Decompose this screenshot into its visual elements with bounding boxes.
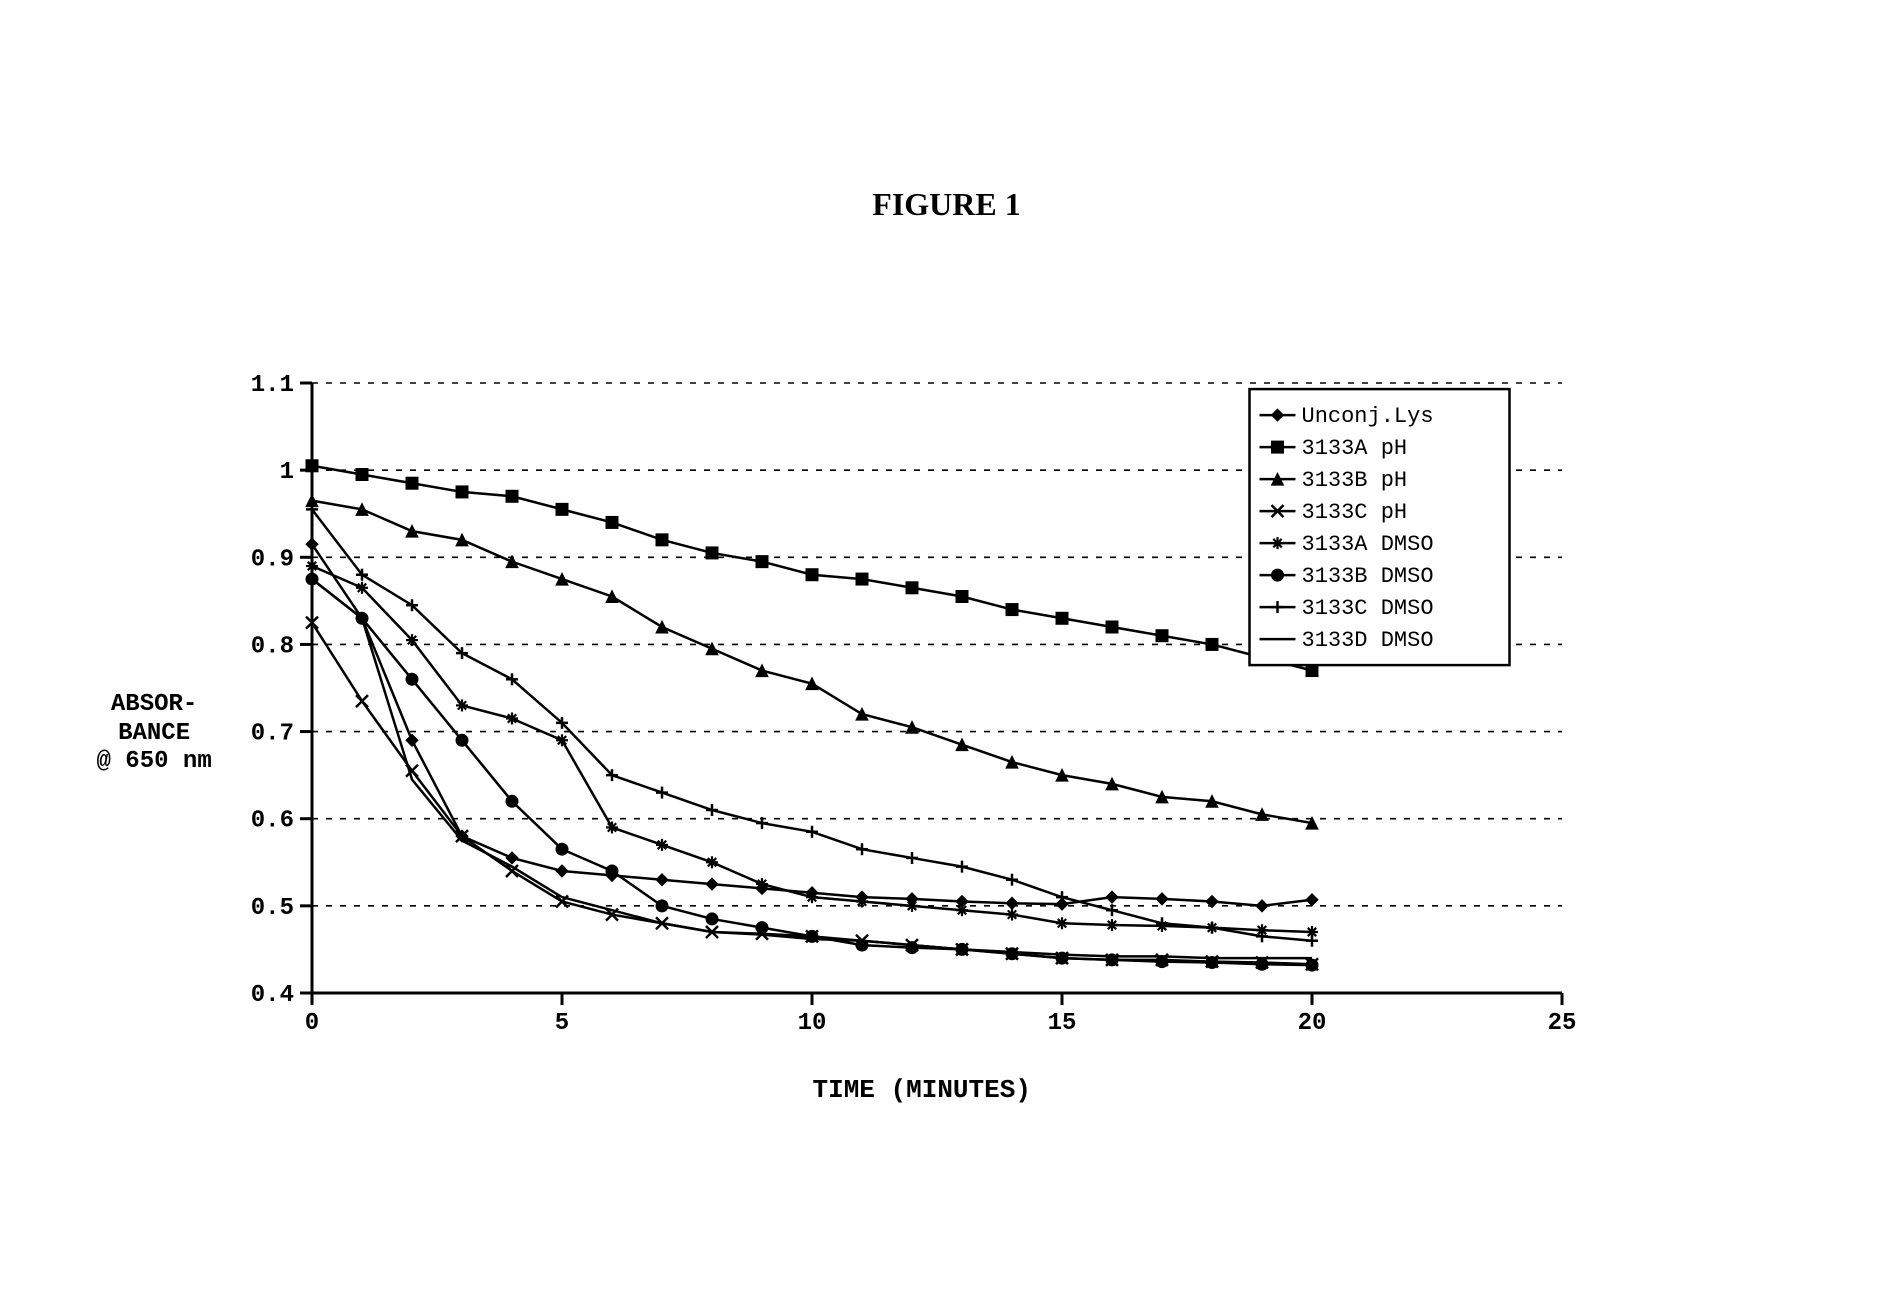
svg-text:0: 0 — [305, 1010, 319, 1037]
chart-row: ABSOR- BANCE @ 650 nm 0.4 0.5 0.6 0.7 0.8 0.9… — [97, 363, 1797, 1105]
svg-text:10: 10 — [797, 1010, 826, 1037]
svg-text:3133A DMSO: 3133A DMSO — [1301, 532, 1433, 557]
svg-text:3133C pH: 3133C pH — [1301, 500, 1407, 525]
y-axis-label: ABSOR- BANCE @ 650 nm — [97, 691, 212, 777]
svg-text:0.6: 0.6 — [251, 808, 294, 835]
figure-title: FIGURE 1 — [97, 186, 1797, 223]
svg-text:20: 20 — [1297, 1010, 1326, 1037]
svg-text:15: 15 — [1047, 1010, 1076, 1037]
svg-text:3133B pH: 3133B pH — [1301, 468, 1407, 493]
svg-text:1.1: 1.1 — [251, 372, 294, 399]
svg-text:0.8: 0.8 — [251, 633, 294, 660]
x-axis-label: TIME (MINUTES) — [222, 1075, 1622, 1105]
svg-text:1: 1 — [279, 459, 293, 486]
figure-container: FIGURE 1 ABSOR- BANCE @ 650 nm 0.4 0.5 0.6… — [97, 186, 1797, 1105]
svg-text:0.4: 0.4 — [251, 982, 294, 1009]
svg-text:0.9: 0.9 — [251, 546, 294, 573]
svg-text:25: 25 — [1547, 1010, 1576, 1037]
svg-text:3133C DMSO: 3133C DMSO — [1301, 596, 1433, 621]
chart-area: 0.4 0.5 0.6 0.7 0.8 0.9 1 1.1 0 5 10 15 20 25 Unconj.L… — [222, 363, 1622, 1105]
svg-text:3133B DMSO: 3133B DMSO — [1301, 564, 1433, 589]
svg-text:5: 5 — [555, 1010, 569, 1037]
svg-text:3133A pH: 3133A pH — [1301, 436, 1407, 461]
svg-text:3133D DMSO: 3133D DMSO — [1301, 628, 1433, 653]
svg-text:Unconj.Lys: Unconj.Lys — [1301, 404, 1433, 429]
svg-text:0.5: 0.5 — [251, 895, 294, 922]
svg-text:0.7: 0.7 — [251, 721, 294, 748]
line-chart-svg: 0.4 0.5 0.6 0.7 0.8 0.9 1 1.1 0 5 10 15 20 25 Unconj.L… — [222, 363, 1622, 1063]
